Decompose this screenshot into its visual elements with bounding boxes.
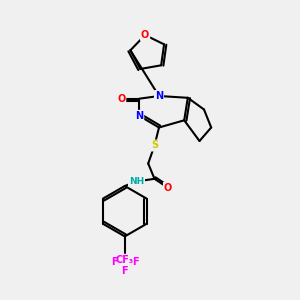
Text: F: F bbox=[122, 266, 128, 276]
Text: N: N bbox=[135, 111, 143, 121]
Text: F: F bbox=[111, 256, 117, 267]
Text: N: N bbox=[155, 91, 163, 101]
Text: S: S bbox=[151, 140, 158, 151]
Text: F: F bbox=[132, 256, 139, 267]
Text: NH: NH bbox=[129, 177, 144, 186]
Text: CF₃: CF₃ bbox=[116, 255, 134, 265]
Text: O: O bbox=[141, 30, 149, 40]
Text: O: O bbox=[117, 94, 125, 104]
Text: O: O bbox=[164, 183, 172, 193]
